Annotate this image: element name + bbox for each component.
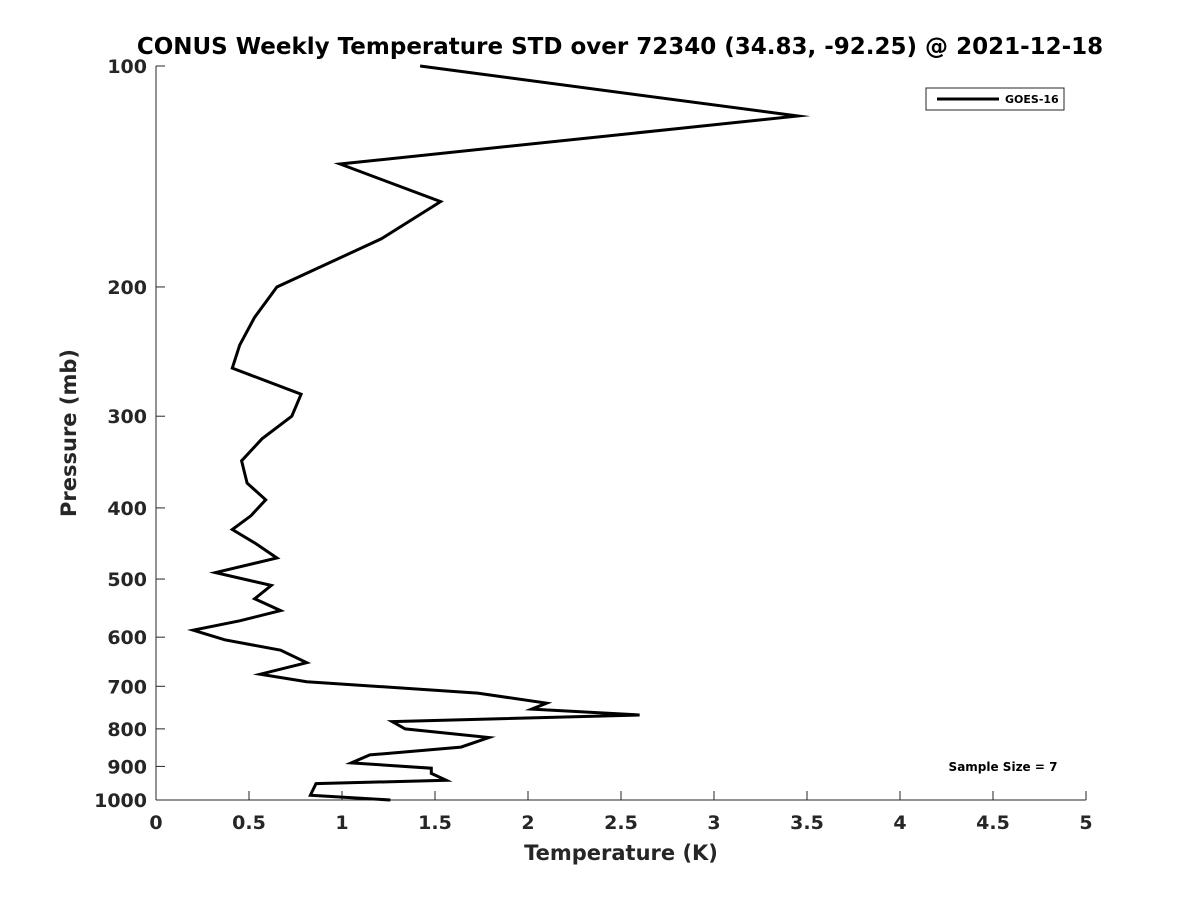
y-tick-label: 900	[107, 756, 147, 778]
series-line-goes-16	[187, 64, 811, 802]
x-tick-label: 3.5	[790, 812, 824, 834]
x-tick-label: 0.5	[232, 812, 266, 834]
chart-title: CONUS Weekly Temperature STD over 72340 …	[137, 34, 1103, 60]
y-tick-label: 500	[107, 569, 147, 591]
x-axis-ticks: 0 0.5 1 1.5 2 2.5 3 3.5 4 4.5 5	[149, 791, 1093, 834]
y-tick-label: 800	[107, 719, 147, 741]
x-tick-label: 1	[335, 812, 348, 834]
sample-size-annotation: Sample Size = 7	[949, 760, 1058, 774]
y-tick-label: 1000	[94, 790, 147, 812]
legend: GOES-16	[925, 87, 1065, 111]
y-tick-label: 200	[107, 277, 147, 299]
x-tick-label: 4	[893, 812, 906, 834]
x-tick-label: 3	[707, 812, 720, 834]
y-tick-label: 700	[107, 676, 147, 698]
x-tick-label: 2	[521, 812, 534, 834]
x-tick-label: 2.5	[604, 812, 638, 834]
x-tick-label: 0	[149, 812, 162, 834]
y-axis-label: Pressure (mb)	[57, 349, 81, 517]
x-tick-label: 5	[1079, 812, 1092, 834]
legend-label-goes-16: GOES-16	[1005, 93, 1059, 106]
x-tick-label: 4.5	[976, 812, 1010, 834]
y-tick-label: 100	[107, 56, 147, 78]
y-axis-ticks: 100 200 300 400 500 600 700 800 900 1000	[94, 56, 165, 812]
y-tick-label: 400	[107, 498, 147, 520]
x-axis-label: Temperature (K)	[524, 841, 718, 865]
y-tick-label: 600	[107, 627, 147, 649]
x-tick-label: 1.5	[418, 812, 452, 834]
y-tick-label: 300	[107, 406, 147, 428]
